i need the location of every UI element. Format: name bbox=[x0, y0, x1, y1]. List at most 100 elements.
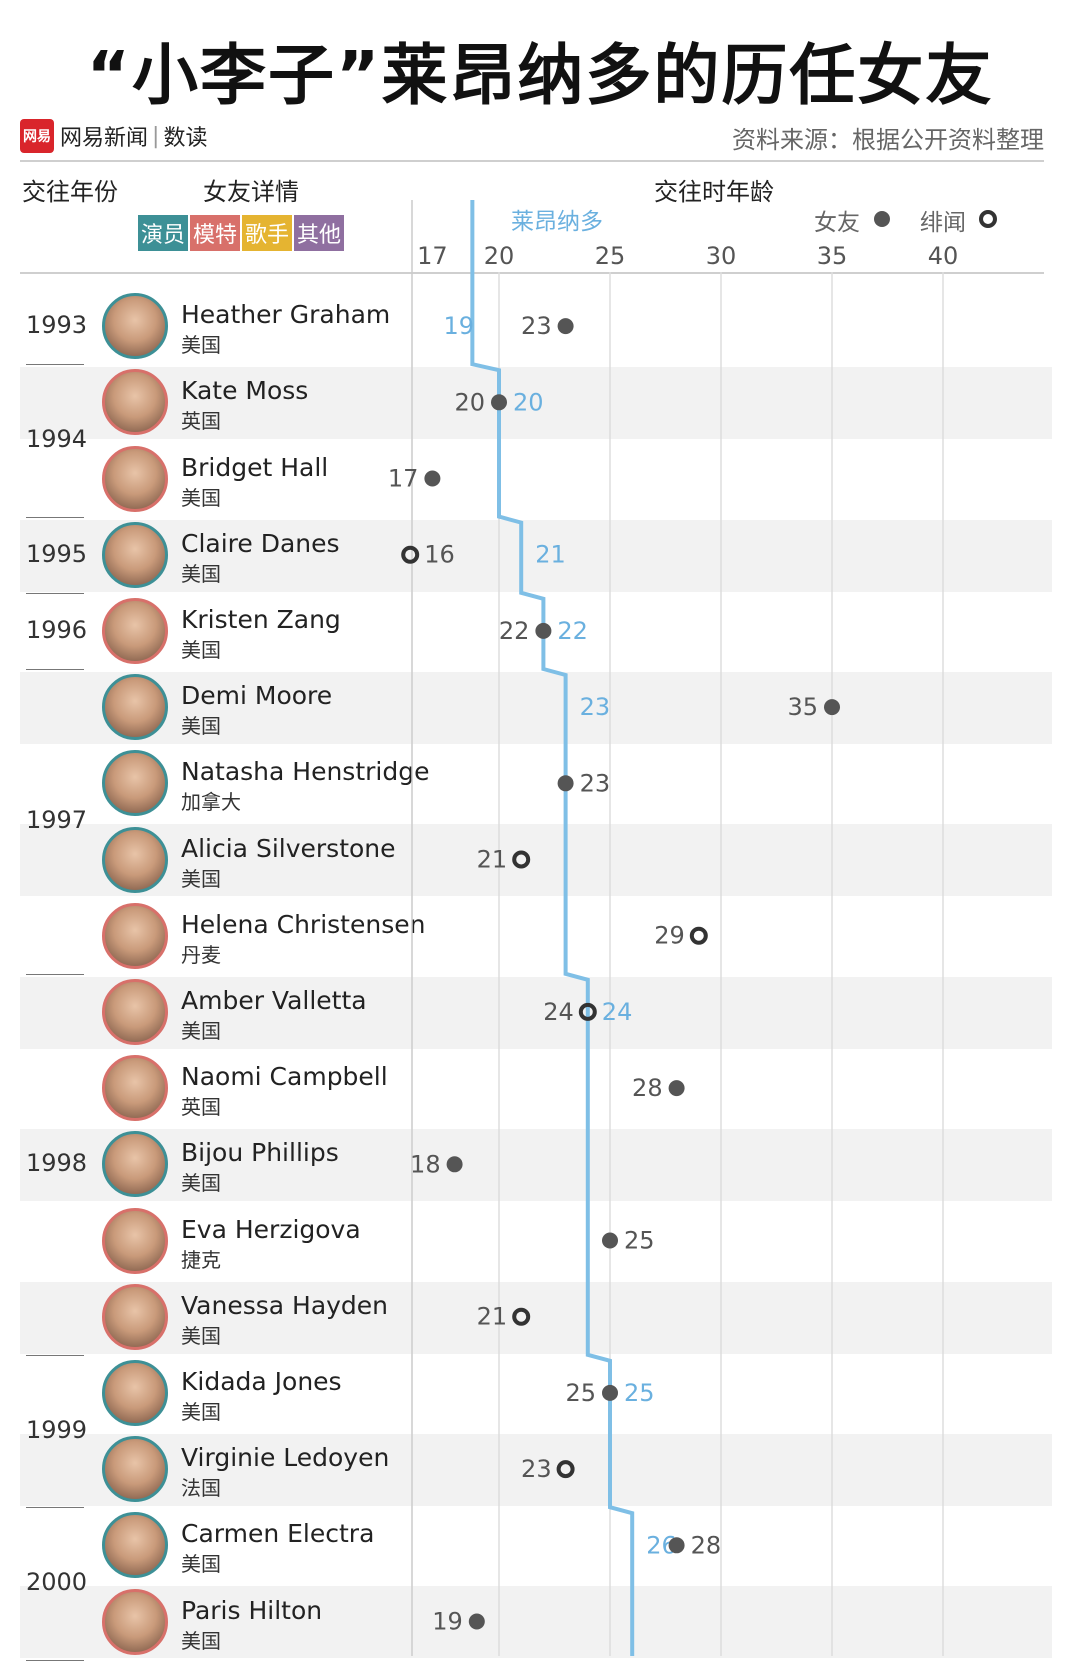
girlfriend-name: Bridget Hall bbox=[181, 452, 329, 482]
girlfriend-name: Bijou Phillips bbox=[181, 1138, 339, 1168]
girlfriend-age-label: 19 bbox=[432, 1608, 463, 1636]
year-label: 1994 bbox=[26, 425, 88, 454]
year-label: 1998 bbox=[26, 1149, 88, 1178]
row-background bbox=[20, 824, 1052, 897]
girlfriend-name: Vanessa Hayden bbox=[181, 1290, 389, 1320]
girlfriend-age-label: 16 bbox=[424, 541, 455, 569]
girlfriend-name: Alicia Silverstone bbox=[181, 833, 396, 863]
girlfriend-age-label: 24 bbox=[543, 998, 574, 1026]
girlfriend-age-label: 23 bbox=[521, 1455, 552, 1483]
girlfriend-name: Claire Danes bbox=[181, 528, 340, 558]
avatar bbox=[102, 293, 168, 360]
girlfriend-country: 美国 bbox=[181, 1399, 221, 1424]
girlfriend-name: Virginie Ledoyen bbox=[181, 1443, 390, 1473]
avatar bbox=[102, 597, 168, 664]
category-other: 其他 bbox=[294, 215, 345, 251]
girlfriend-country: 美国 bbox=[181, 637, 221, 662]
girlfriend-country: 美国 bbox=[181, 1628, 221, 1653]
girlfriend-name: Carmen Electra bbox=[181, 1519, 375, 1549]
year-divider bbox=[26, 592, 84, 594]
avatar bbox=[102, 978, 168, 1045]
girlfriend-country: 捷克 bbox=[181, 1247, 221, 1272]
axis-divider bbox=[20, 272, 1044, 274]
year-label: 1995 bbox=[26, 539, 88, 568]
girlfriend-age-label: 25 bbox=[624, 1227, 655, 1255]
girlfriend-dot bbox=[668, 1080, 685, 1097]
girlfriend-age-label: 18 bbox=[410, 1150, 441, 1178]
avatar bbox=[102, 750, 168, 817]
avatar bbox=[102, 1131, 168, 1198]
x-tick-label: 25 bbox=[595, 242, 626, 270]
girlfriend-name: Eva Herzigova bbox=[181, 1214, 361, 1244]
header-divider bbox=[20, 160, 1044, 162]
netease-logo-icon: 网易 bbox=[20, 119, 54, 153]
avatar bbox=[102, 1207, 168, 1274]
girlfriend-name: Amber Valletta bbox=[181, 985, 367, 1015]
rumor-dot bbox=[578, 1002, 597, 1021]
girlfriend-name: Kidada Jones bbox=[181, 1366, 342, 1396]
avatar bbox=[102, 445, 168, 512]
girlfriend-dot bbox=[468, 1613, 485, 1630]
header-age: 交往时年龄 bbox=[654, 178, 774, 206]
girlfriend-dot bbox=[535, 622, 552, 639]
girlfriend-dot bbox=[824, 699, 840, 716]
legend-leo-label: 莱昂纳多 bbox=[511, 209, 603, 235]
legend-girlfriend-dot bbox=[874, 211, 890, 227]
category-legend: 演员 模特 歌手 其他 bbox=[138, 215, 346, 251]
source-note: 资料来源：根据公开资料整理 bbox=[732, 126, 1044, 154]
leo-age-label: 25 bbox=[624, 1379, 655, 1407]
row-background bbox=[20, 1281, 1052, 1354]
girlfriend-country: 美国 bbox=[181, 714, 221, 739]
leo-age-label: 19 bbox=[444, 312, 475, 340]
girlfriend-age-label: 25 bbox=[565, 1379, 596, 1407]
rumor-dot bbox=[512, 850, 531, 869]
avatar bbox=[102, 1055, 168, 1122]
girlfriend-name: Kristen Zang bbox=[181, 604, 341, 634]
year-label: 1999 bbox=[26, 1416, 88, 1444]
year-divider bbox=[26, 973, 84, 975]
brand-separator: | bbox=[152, 123, 160, 149]
year-label: 2000 bbox=[26, 1568, 88, 1597]
year-label: 1997 bbox=[26, 806, 88, 835]
rumor-dot bbox=[401, 545, 420, 564]
avatar bbox=[102, 1436, 168, 1503]
girlfriend-name: Naomi Campbell bbox=[181, 1062, 388, 1092]
girlfriend-country: 美国 bbox=[181, 1323, 221, 1348]
avatar bbox=[102, 1512, 168, 1579]
year-divider bbox=[26, 364, 84, 366]
girlfriend-age-label: 28 bbox=[691, 1531, 722, 1559]
leo-age-line bbox=[470, 200, 635, 1656]
girlfriend-country: 美国 bbox=[181, 1552, 221, 1577]
girlfriend-name: Helena Christensen bbox=[181, 909, 426, 939]
year-divider bbox=[26, 669, 84, 670]
girlfriend-age-label: 35 bbox=[787, 693, 818, 721]
rumor-dot bbox=[556, 1460, 575, 1479]
girlfriend-country: 法国 bbox=[181, 1476, 221, 1501]
girlfriend-dot bbox=[602, 1384, 618, 1401]
x-tick-label: 20 bbox=[484, 242, 515, 270]
avatar bbox=[102, 521, 168, 588]
rumor-dot bbox=[689, 926, 708, 945]
rumor-dot bbox=[512, 1307, 531, 1326]
avatar bbox=[102, 1283, 168, 1350]
girlfriend-age-label: 21 bbox=[477, 846, 508, 874]
category-actress: 演员 bbox=[138, 215, 189, 251]
leo-age-label: 20 bbox=[513, 388, 544, 416]
leo-age-label: 24 bbox=[602, 998, 633, 1026]
row-background bbox=[20, 1434, 1052, 1506]
avatar bbox=[102, 369, 168, 436]
brand-sub: 数读 bbox=[163, 126, 208, 151]
girlfriend-age-label: 20 bbox=[454, 388, 485, 416]
year-label: 1993 bbox=[26, 311, 88, 340]
leo-age-label: 23 bbox=[580, 693, 611, 721]
girlfriend-dot bbox=[491, 394, 507, 411]
girlfriend-country: 英国 bbox=[181, 409, 221, 434]
category-singer: 歌手 bbox=[242, 215, 293, 251]
avatar bbox=[102, 1588, 168, 1655]
girlfriend-name: Paris Hilton bbox=[181, 1595, 323, 1625]
year-label: 1996 bbox=[26, 615, 88, 644]
girlfriend-dot bbox=[446, 1156, 463, 1173]
girlfriend-age-label: 17 bbox=[388, 465, 419, 493]
year-divider bbox=[26, 1659, 84, 1661]
